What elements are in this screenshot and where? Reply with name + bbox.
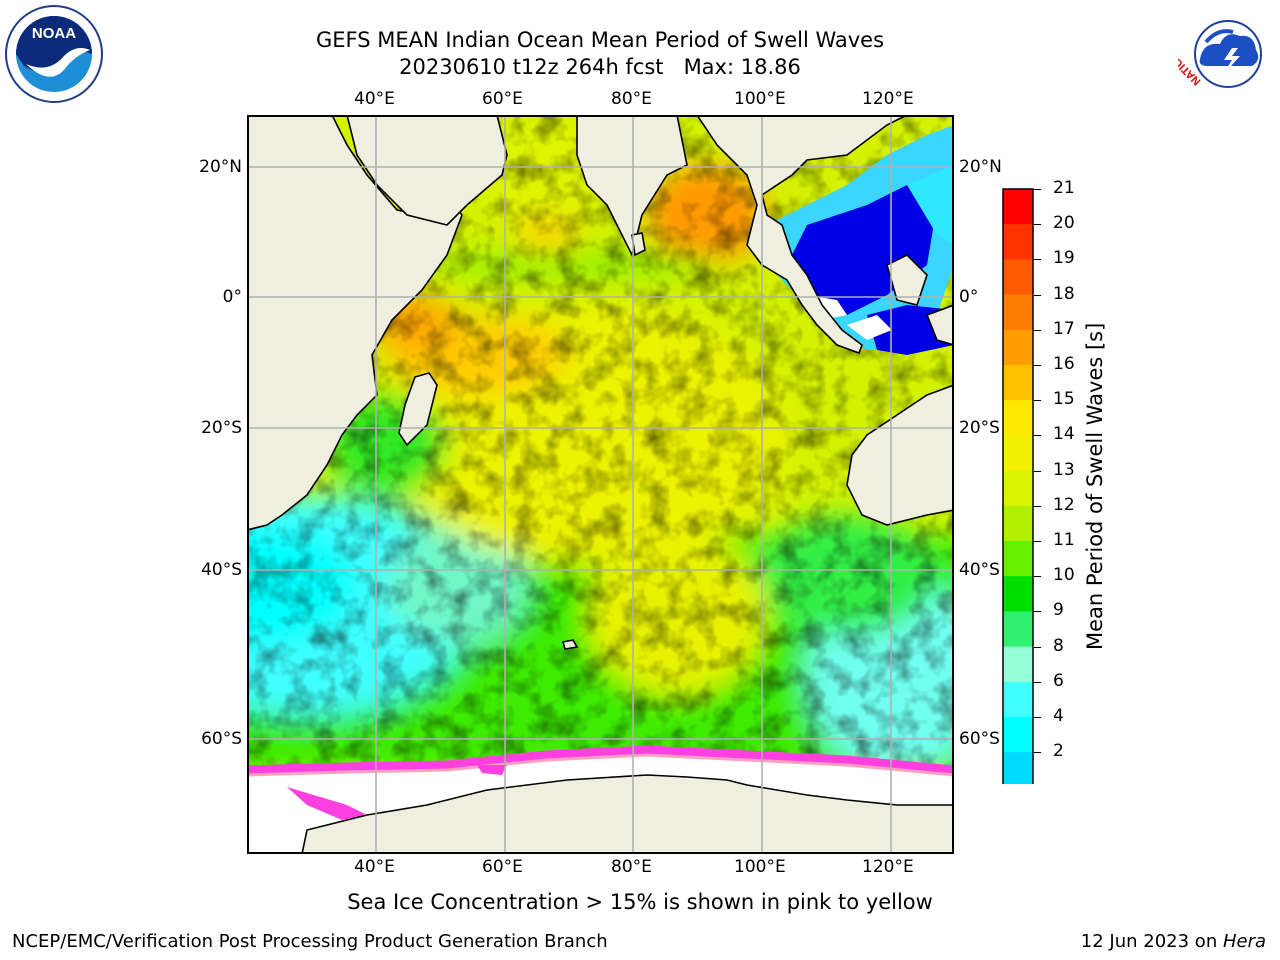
colorbar-swatch	[1003, 505, 1033, 542]
colorbar-tick-label: 15	[1053, 389, 1075, 410]
colorbar-tick-label: 21	[1053, 178, 1075, 198]
colorbar-tick-label: 11	[1053, 530, 1075, 550]
colorbar-swatch	[1003, 435, 1033, 472]
colorbar	[1002, 188, 1034, 784]
lon-label-bottom-100e: 100°E	[734, 857, 786, 877]
lon-label-bottom-120e: 120°E	[862, 857, 914, 877]
lon-label-bottom-60e: 60°E	[482, 857, 523, 877]
map-gridlines	[247, 115, 954, 854]
lon-label-top-100e: 100°E	[734, 89, 786, 109]
colorbar-swatch	[1003, 400, 1033, 436]
colorbar-tick-mark	[1034, 505, 1041, 507]
colorbar-swatch	[1003, 717, 1033, 753]
colorbar-tick-mark	[1034, 365, 1041, 366]
colorbar-tick-label: 18	[1053, 283, 1075, 304]
colorbar-swatch	[1003, 646, 1033, 683]
colorbar-frame	[1002, 188, 1034, 784]
colorbar-swatch	[1003, 259, 1033, 296]
lat-label-right-40s: 40°S	[959, 560, 1000, 580]
colorbar-tick-label: 8	[1053, 635, 1064, 656]
colorbar-swatch	[1003, 365, 1033, 401]
colorbar-swatch	[1003, 294, 1033, 331]
colorbar-swatch	[1003, 470, 1033, 507]
colorbar-tick-mark	[1034, 224, 1041, 226]
footer-date: 12 Jun 2023 on Hera	[1081, 931, 1266, 952]
colorbar-tick-label: 14	[1053, 424, 1075, 445]
lat-label-right-0: 0°	[959, 287, 979, 307]
colorbar-tick-label: 19	[1053, 248, 1075, 269]
noaa-logo-text: NOAA	[32, 25, 76, 42]
colorbar-tick-label: 13	[1053, 459, 1075, 480]
lat-label-left-0: 0°	[222, 287, 242, 307]
lon-label-top-60e: 60°E	[482, 89, 523, 109]
colorbar-swatch	[1003, 541, 1033, 577]
colorbar-tick-mark	[1034, 400, 1041, 402]
lon-label-top-80e: 80°E	[611, 89, 652, 109]
map-frame	[247, 115, 954, 854]
colorbar-tick-mark	[1034, 435, 1041, 437]
lat-label-right-20s: 20°S	[959, 418, 1000, 438]
colorbar-tick-mark	[1034, 646, 1041, 648]
lat-label-left-20s: 20°S	[201, 418, 242, 438]
colorbar-tick-mark	[1034, 541, 1041, 542]
colorbar-tick-mark	[1034, 752, 1041, 754]
colorbar-tick-mark	[1034, 681, 1041, 683]
colorbar-tick-label: 16	[1053, 354, 1075, 374]
lat-label-left-60s: 60°S	[201, 729, 242, 749]
colorbar-tick-mark	[1034, 189, 1041, 190]
sea-ice-note: Sea Ice Concentration > 15% is shown in …	[347, 890, 933, 914]
colorbar-swatch	[1003, 681, 1033, 718]
colorbar-swatch	[1003, 189, 1033, 225]
colorbar-tick-mark	[1034, 611, 1041, 613]
chart-subtitle: 20230610 t12z 264h fcst Max: 18.86	[399, 55, 801, 79]
lon-label-bottom-40e: 40°E	[354, 857, 395, 877]
lat-label-right-20n: 20°N	[959, 157, 1002, 177]
colorbar-tick-label: 6	[1053, 670, 1064, 691]
colorbar-tick-label: 17	[1053, 318, 1075, 339]
colorbar-swatch	[1003, 576, 1033, 612]
footer-host: Hera	[1222, 931, 1266, 952]
colorbar-tick-mark	[1034, 259, 1041, 261]
colorbar-tick-mark	[1034, 576, 1041, 578]
footer-source: NCEP/EMC/Verification Post Processing Pr…	[12, 931, 608, 952]
colorbar-tick-mark	[1034, 470, 1041, 472]
colorbar-tick-mark	[1034, 717, 1041, 718]
lon-label-top-40e: 40°E	[354, 89, 395, 109]
colorbar-swatch	[1003, 752, 1033, 784]
nws-logo: NATIONAL WEATHER SERVICE	[1178, 4, 1274, 100]
colorbar-tick-label: 12	[1053, 494, 1075, 515]
chart-title: GEFS MEAN Indian Ocean Mean Period of Sw…	[315, 28, 885, 52]
footer-date-text: 12 Jun 2023 on	[1080, 931, 1223, 952]
land-masses	[247, 115, 954, 854]
colorbar-tick-mark	[1034, 329, 1041, 331]
colorbar-tick-label: 2	[1053, 741, 1064, 762]
lon-label-bottom-80e: 80°E	[611, 857, 652, 877]
colorbar-swatch	[1003, 224, 1033, 260]
colorbar-title: Mean Period of Swell Waves [s]	[1083, 322, 1107, 650]
colorbar-tick-label: 10	[1053, 565, 1075, 586]
lat-label-left-40s: 40°S	[201, 560, 242, 580]
colorbar-swatch	[1003, 329, 1033, 366]
colorbar-tick-label: 4	[1053, 706, 1064, 726]
lon-label-top-120e: 120°E	[862, 89, 914, 109]
colorbar-tick-label: 9	[1053, 600, 1064, 621]
colorbar-swatch	[1003, 611, 1033, 648]
noaa-logo: NOAA	[5, 5, 103, 103]
colorbar-tick-label: 20	[1053, 213, 1075, 234]
colorbar-tick-mark	[1034, 294, 1041, 296]
swell-period-map	[247, 115, 954, 854]
lat-label-right-60s: 60°S	[959, 729, 1000, 749]
lat-label-left-20n: 20°N	[199, 157, 242, 177]
